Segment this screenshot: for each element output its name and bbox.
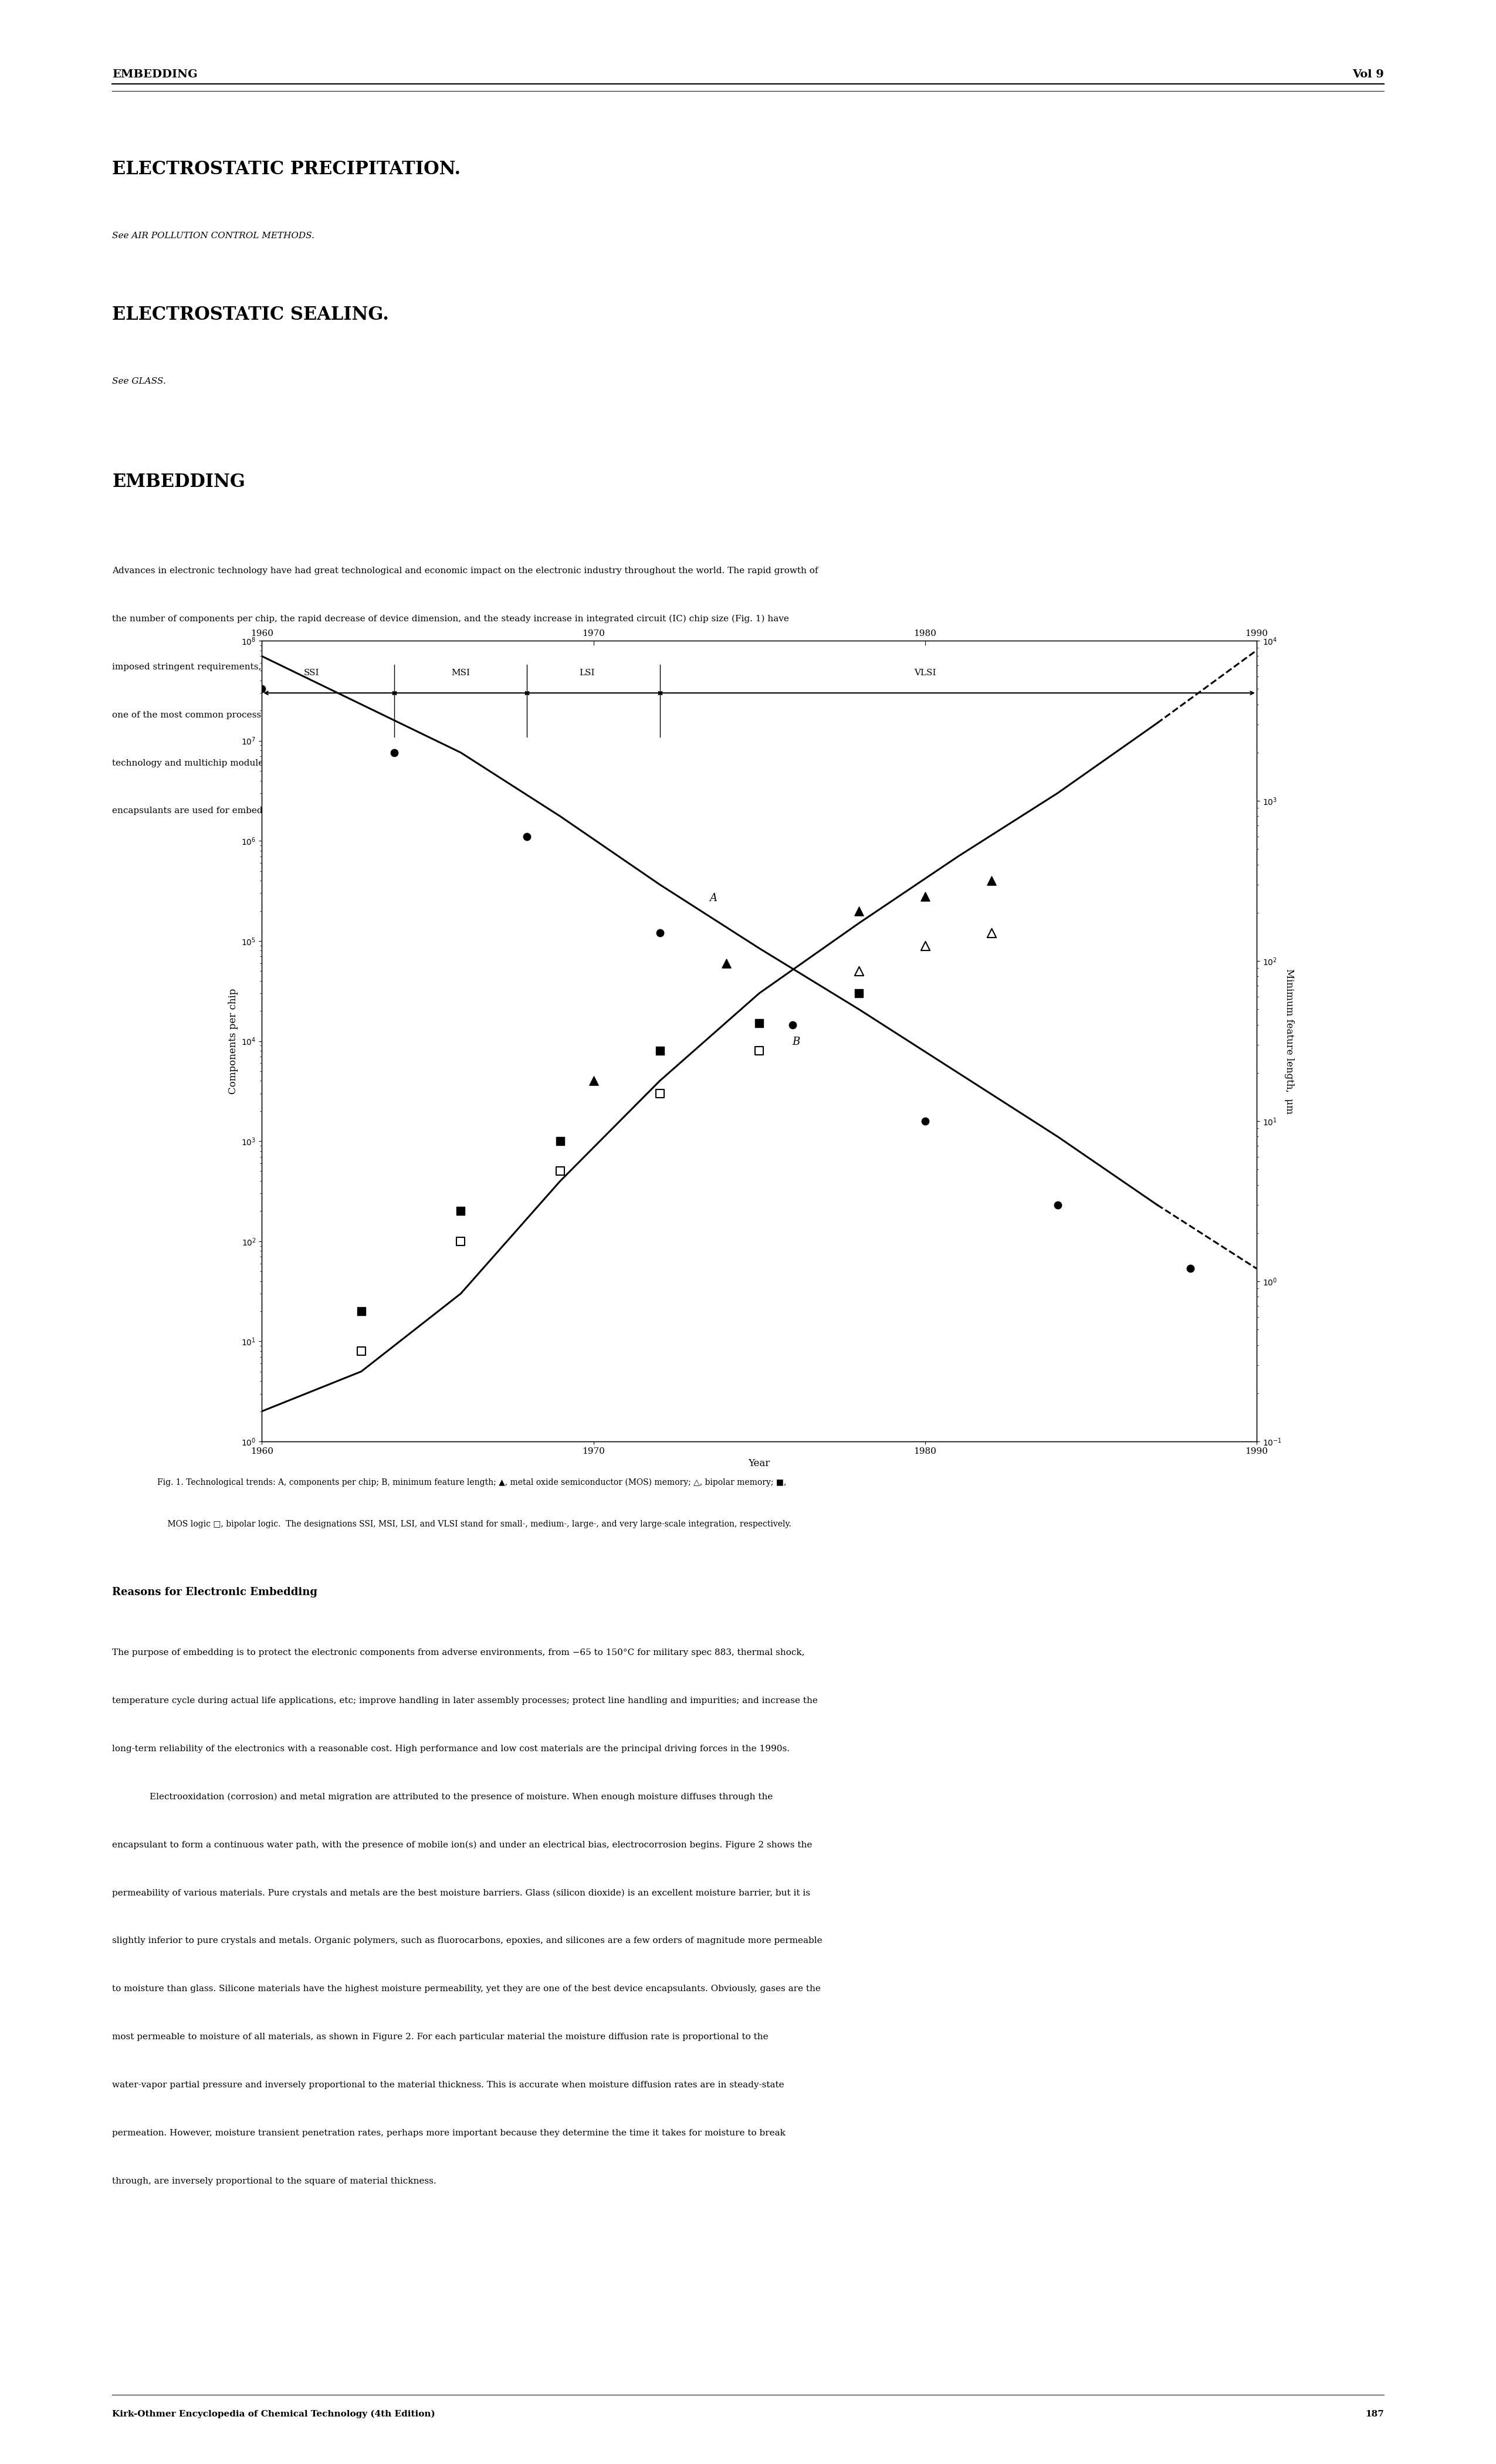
Point	[781, 1005, 805, 1045]
Text: EMBEDDING: EMBEDDING	[112, 473, 245, 490]
Text: Advances in electronic technology have had great technological and economic impa: Advances in electronic technology have h…	[112, 567, 818, 574]
Text: Fig. 1. Technological trends: A, components per chip; B, minimum feature length;: Fig. 1. Technological trends: A, compone…	[157, 1478, 787, 1486]
Text: the number of components per chip, the rapid decrease of device dimension, and t: the number of components per chip, the r…	[112, 614, 790, 623]
Text: encapsulant to form a continuous water path, with the presence of mobile ion(s) : encapsulant to form a continuous water p…	[112, 1841, 812, 1848]
Point	[250, 670, 274, 710]
Text: 187: 187	[1364, 2410, 1384, 2417]
Text: SSI: SSI	[304, 668, 319, 678]
Point	[515, 816, 539, 855]
Text: technology and multichip modules packaging, embedding of this high density packa: technology and multichip modules packagi…	[112, 759, 793, 766]
Point	[582, 1062, 606, 1101]
Point	[449, 1193, 473, 1232]
Text: permeation. However, moisture transient penetration rates, perhaps more importan: permeation. However, moisture transient …	[112, 2129, 785, 2136]
Text: through, are inversely proportional to the square of material thickness.: through, are inversely proportional to t…	[112, 2178, 437, 2186]
Text: imposed stringent requirements, not only on IC physical design and fabrication, : imposed stringent requirements, not only…	[112, 663, 812, 670]
Text: MSI: MSI	[452, 668, 470, 678]
Text: ELECTROSTATIC PRECIPITATION.: ELECTROSTATIC PRECIPITATION.	[112, 160, 461, 177]
Text: long-term reliability of the electronics with a reasonable cost. High performanc: long-term reliability of the electronics…	[112, 1745, 790, 1752]
Text: LSI: LSI	[579, 668, 594, 678]
Y-axis label: Minimum feature length,  μm: Minimum feature length, μm	[1284, 968, 1294, 1114]
Point	[980, 914, 1004, 954]
Point	[748, 1030, 772, 1069]
Point	[350, 1331, 374, 1370]
Text: See GLASS.: See GLASS.	[112, 377, 166, 384]
Point	[648, 914, 672, 954]
Text: temperature cycle during actual life applications, etc; improve handling in late: temperature cycle during actual life app…	[112, 1698, 818, 1705]
Point	[1179, 1249, 1203, 1289]
Point	[913, 1101, 936, 1141]
Text: See AIR POLLUTION CONTROL METHODS.: See AIR POLLUTION CONTROL METHODS.	[112, 232, 314, 239]
Point	[913, 926, 936, 966]
Point	[913, 877, 936, 917]
Text: VLSI: VLSI	[914, 668, 936, 678]
Text: permeability of various materials. Pure crystals and metals are the best moistur: permeability of various materials. Pure …	[112, 1890, 811, 1897]
Point	[350, 1291, 374, 1331]
Point	[847, 951, 871, 991]
Point	[383, 732, 407, 771]
Text: slightly inferior to pure crystals and metals. Organic polymers, such as fluoroc: slightly inferior to pure crystals and m…	[112, 1937, 823, 1944]
Point	[648, 1074, 672, 1114]
Text: B: B	[793, 1037, 800, 1047]
Text: Kirk-Othmer Encyclopedia of Chemical Technology (4th Edition): Kirk-Othmer Encyclopedia of Chemical Tec…	[112, 2410, 435, 2417]
Point	[714, 944, 738, 983]
Point	[449, 1222, 473, 1262]
X-axis label: Year: Year	[748, 1459, 770, 1469]
Text: Vol 9: Vol 9	[1352, 69, 1384, 79]
Point	[549, 1121, 573, 1161]
Text: encapsulants are used for embedding these types of electronic components. These : encapsulants are used for embedding thes…	[112, 806, 755, 816]
Text: water-vapor partial pressure and inversely proportional to the material thicknes: water-vapor partial pressure and inverse…	[112, 2082, 784, 2089]
Text: The purpose of embedding is to protect the electronic components from adverse en: The purpose of embedding is to protect t…	[112, 1648, 805, 1656]
Point	[648, 1030, 672, 1069]
Point	[980, 860, 1004, 899]
Text: to moisture than glass. Silicone materials have the highest moisture permeabilit: to moisture than glass. Silicone materia…	[112, 1986, 821, 1993]
Text: most permeable to moisture of all materials, as shown in Figure 2. For each part: most permeable to moisture of all materi…	[112, 2033, 769, 2040]
Text: ELECTROSTATIC SEALING.: ELECTROSTATIC SEALING.	[112, 306, 389, 323]
Point	[1046, 1185, 1070, 1225]
Text: MOS logic □, bipolar logic.  The designations SSI, MSI, LSI, and VLSI stand for : MOS logic □, bipolar logic. The designat…	[157, 1520, 791, 1528]
Text: Reasons for Electronic Embedding: Reasons for Electronic Embedding	[112, 1587, 317, 1597]
Point	[549, 1151, 573, 1190]
Point	[847, 973, 871, 1013]
Text: Electrooxidation (corrosion) and metal migration are attributed to the presence : Electrooxidation (corrosion) and metal m…	[150, 1794, 773, 1801]
Point	[847, 892, 871, 931]
Y-axis label: Components per chip: Components per chip	[227, 988, 238, 1094]
Text: EMBEDDING: EMBEDDING	[112, 69, 197, 79]
Text: A: A	[709, 892, 717, 904]
Point	[748, 1003, 772, 1042]
Text: one of the most common processes used to encapsulate and protect these electroni: one of the most common processes used to…	[112, 710, 796, 719]
